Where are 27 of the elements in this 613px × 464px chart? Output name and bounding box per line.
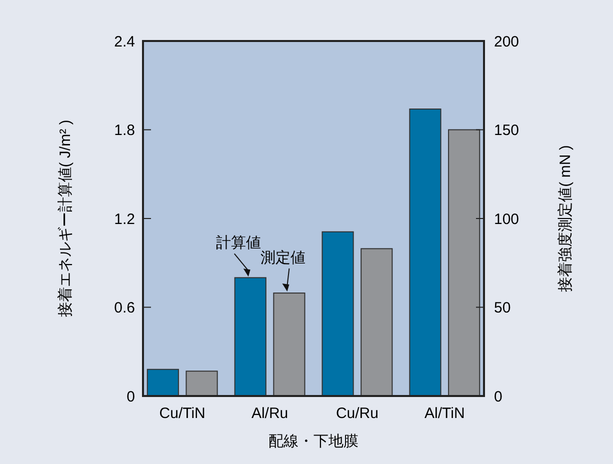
x-tick-label: Al/Ru: [251, 405, 288, 422]
y2-tick-label: 50: [494, 300, 511, 316]
x-tick-label: Cu/TiN: [159, 405, 206, 422]
bar: [273, 292, 306, 396]
bar: [360, 248, 393, 396]
y-tick-label: 1.8: [114, 122, 135, 139]
bar: [186, 370, 218, 396]
bar: [409, 108, 442, 396]
y-tick-label: 0: [126, 388, 135, 406]
y2-tick-label: 200: [494, 33, 520, 50]
annotation: 計算値: [216, 234, 261, 252]
x-axis-title: 配線・下地膜: [268, 433, 358, 450]
y2-tick-label: 0: [494, 388, 502, 406]
x-tick-label: Al/TiN: [424, 405, 465, 422]
y2-axis-title: 接着強度測定値( mN ): [557, 145, 574, 292]
annotation: 測定値: [260, 249, 306, 266]
y2-tick-label: 150: [494, 122, 520, 139]
bar: [146, 368, 179, 396]
y-tick-label: 1.2: [114, 210, 135, 228]
y2-tick-label: 100: [494, 210, 520, 228]
bar: [448, 129, 480, 396]
bar: [234, 277, 266, 396]
y-tick-label: 0.6: [114, 300, 135, 316]
y-axis-title: 接着エネルギー計算値( J/m² ): [57, 120, 74, 318]
bar: [322, 231, 354, 396]
x-tick-label: Cu/Ru: [336, 405, 378, 422]
y-tick-label: 2.4: [114, 33, 135, 50]
